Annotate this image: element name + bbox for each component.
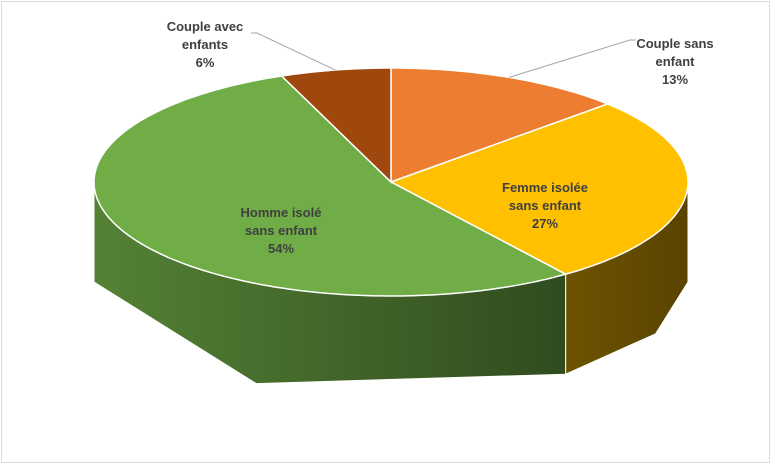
value-label: 6% — [195, 55, 215, 70]
pie-slice — [389, 103, 689, 276]
data-label: Femme isolée sans enfant 27% — [490, 179, 600, 233]
data-label: Couple sans enfant 13% — [625, 35, 725, 89]
data-label: Couple avec enfants 6% — [155, 18, 255, 72]
leader-line — [508, 39, 636, 78]
value-label: 54% — [267, 241, 295, 256]
value-label: 27% — [531, 216, 559, 231]
category-label: Couple avec enfants — [166, 19, 244, 52]
category-label: Femme isolée sans enfant — [502, 180, 588, 213]
data-label: Homme isolé sans enfant 54% — [226, 204, 336, 258]
category-label: Couple sans enfant — [636, 36, 714, 69]
leader-line — [251, 32, 336, 71]
value-label: 13% — [661, 72, 689, 87]
pie-slice — [93, 75, 568, 297]
category-label: Homme isolé sans enfant — [240, 205, 322, 238]
